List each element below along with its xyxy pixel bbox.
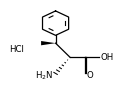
Polygon shape [41, 41, 56, 45]
Text: O: O [87, 71, 94, 80]
Text: HCl: HCl [9, 45, 24, 54]
Text: H$_2$N: H$_2$N [35, 69, 54, 82]
Text: OH: OH [100, 53, 113, 62]
